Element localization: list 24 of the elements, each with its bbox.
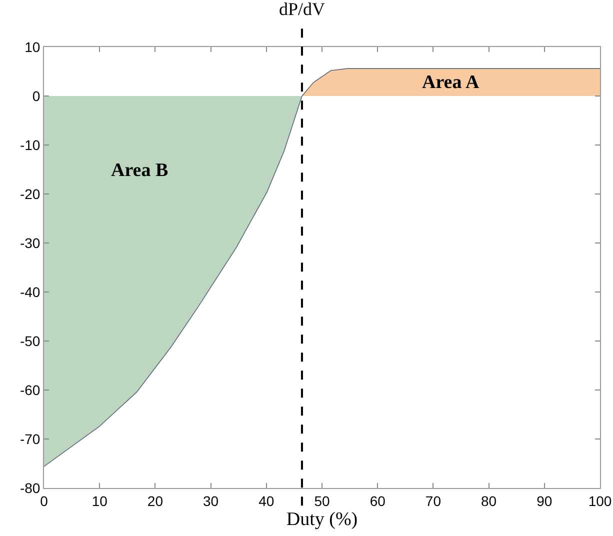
y-tick-label: -50	[20, 332, 40, 349]
x-tick-label: 90	[536, 492, 552, 509]
y-tick-label: -30	[20, 234, 40, 251]
y-tick-label: 0	[32, 88, 40, 104]
x-tick-label: 100	[588, 492, 612, 509]
x-tick-label: 10	[92, 492, 108, 509]
y-tick-label: -80	[20, 480, 40, 496]
y-tick-label: -40	[20, 284, 40, 300]
x-tick-label: 80	[481, 492, 497, 509]
x-axis-title: Duty (%)	[286, 508, 358, 530]
x-tick-label: 20	[147, 492, 164, 509]
y-tick-label: -20	[20, 186, 40, 202]
ref-line-label: dP/dV	[279, 0, 326, 19]
series-label: Area A	[422, 72, 480, 93]
x-tick-label: 70	[425, 492, 442, 509]
y-tick-label: -70	[20, 430, 40, 447]
x-tick-label: 40	[258, 492, 274, 509]
series-label: Area B	[111, 160, 168, 181]
x-tick-label: 30	[203, 492, 219, 509]
x-tick-label: 50	[314, 492, 330, 509]
y-tick-label: -60	[20, 382, 40, 398]
x-tick-label: 60	[370, 492, 386, 509]
y-tick-label: -10	[20, 136, 40, 153]
y-tick-label: 10	[24, 38, 40, 55]
